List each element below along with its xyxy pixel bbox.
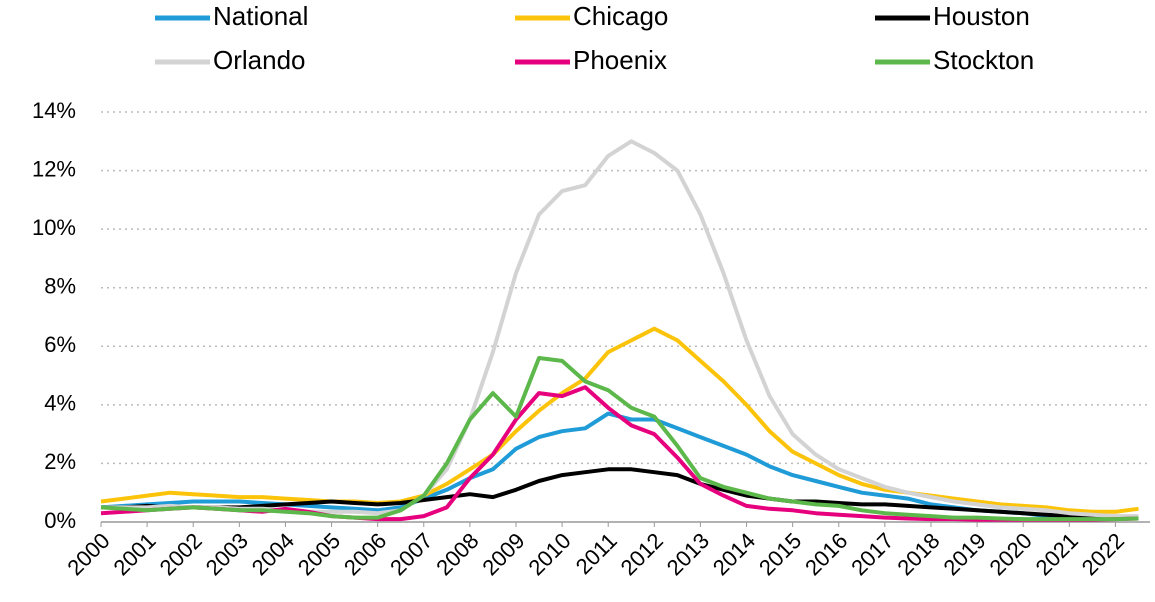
x-tick-label: 2002 [155, 528, 207, 580]
y-tick-label: 10% [32, 215, 76, 240]
x-tick-label: 2017 [846, 528, 898, 580]
legend-label: Stockton [933, 45, 1034, 75]
y-tick-label: 4% [44, 391, 76, 416]
x-tick-label: 2015 [754, 528, 806, 580]
x-tick-label: 2016 [800, 528, 852, 580]
x-tick-label: 2008 [431, 528, 483, 580]
legend-label: Phoenix [573, 45, 667, 75]
y-tick-label: 0% [44, 508, 76, 533]
x-tick-label: 2005 [293, 528, 345, 580]
x-tick-label: 2022 [1077, 528, 1129, 580]
series-line [100, 326, 1139, 514]
x-tick-label: 2010 [523, 528, 575, 580]
y-tick-label: 8% [44, 274, 76, 299]
legend-label: Chicago [573, 1, 668, 31]
series-line [101, 467, 1139, 520]
x-tick-label: 2009 [477, 528, 529, 580]
x-tick-label: 2012 [616, 528, 668, 580]
y-tick-label: 14% [32, 98, 76, 123]
series-line [100, 385, 1139, 522]
y-tick-label: 12% [32, 156, 76, 181]
legend-label: Orlando [213, 45, 306, 75]
y-tick-label: 2% [44, 449, 76, 474]
x-tick-label: 2014 [708, 528, 760, 580]
x-tick-label: 2007 [385, 528, 437, 580]
series-line [101, 139, 1139, 519]
series-line [100, 356, 1139, 522]
x-tick-label: 2019 [938, 528, 990, 580]
x-tick-label: 2020 [985, 528, 1037, 580]
y-tick-label: 6% [44, 332, 76, 357]
x-tick-label: 2013 [662, 528, 714, 580]
x-tick-label: 2003 [201, 528, 253, 580]
x-tick-label: 2000 [62, 528, 114, 580]
x-tick-label: 2018 [892, 528, 944, 580]
legend-label: Houston [933, 1, 1030, 31]
x-tick-label: 2011 [571, 528, 622, 579]
x-tick-label: 2006 [339, 528, 391, 580]
x-tick-label: 2001 [108, 528, 160, 580]
x-tick-label: 2021 [1031, 528, 1083, 580]
legend-label: National [213, 1, 308, 31]
x-tick-label: 2004 [247, 528, 299, 580]
